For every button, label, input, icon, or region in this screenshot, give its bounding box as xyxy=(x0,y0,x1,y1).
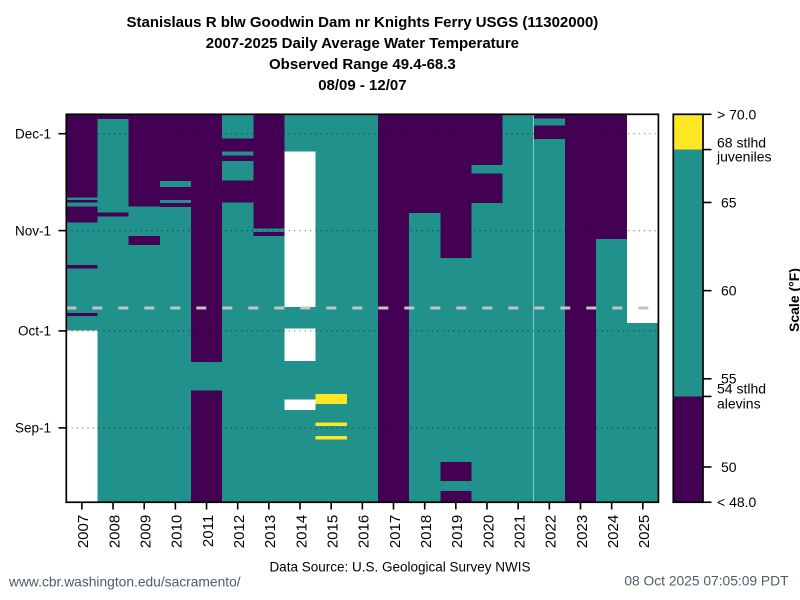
svg-text:www.cbr.washington.edu/sacrame: www.cbr.washington.edu/sacramento/ xyxy=(8,575,241,590)
svg-text:2015: 2015 xyxy=(324,515,341,548)
svg-text:2016: 2016 xyxy=(356,515,373,548)
svg-text:08 Oct 2025 07:05:09 PDT: 08 Oct 2025 07:05:09 PDT xyxy=(624,574,789,589)
svg-text:juveniles: juveniles xyxy=(716,149,771,165)
svg-text:2023: 2023 xyxy=(574,515,591,548)
svg-text:Dec-1: Dec-1 xyxy=(15,127,51,142)
svg-text:2022: 2022 xyxy=(543,515,560,548)
svg-text:2024: 2024 xyxy=(605,515,622,548)
svg-text:< 48.0: < 48.0 xyxy=(717,494,757,510)
svg-text:> 70.0: > 70.0 xyxy=(717,106,757,122)
svg-text:2013: 2013 xyxy=(262,515,279,548)
svg-text:Data Source: U.S. Geological S: Data Source: U.S. Geological Survey NWIS xyxy=(269,560,530,575)
svg-text:2012: 2012 xyxy=(231,515,248,548)
svg-text:2011: 2011 xyxy=(200,515,217,547)
svg-text:65: 65 xyxy=(721,195,737,211)
svg-text:2020: 2020 xyxy=(480,515,497,548)
svg-text:2010: 2010 xyxy=(169,515,186,548)
svg-text:2025: 2025 xyxy=(636,515,653,548)
svg-text:2008: 2008 xyxy=(106,515,123,548)
svg-text:2009: 2009 xyxy=(138,515,155,548)
svg-text:50: 50 xyxy=(721,459,737,475)
svg-text:68 stlhd: 68 stlhd xyxy=(717,135,766,151)
svg-text:Sep-1: Sep-1 xyxy=(15,421,51,436)
svg-text:Oct-1: Oct-1 xyxy=(18,324,51,339)
svg-text:Stanislaus R blw Goodwin Dam n: Stanislaus R blw Goodwin Dam nr Knights … xyxy=(127,14,599,31)
svg-text:60: 60 xyxy=(721,283,737,299)
svg-text:Nov-1: Nov-1 xyxy=(15,223,51,238)
svg-text:2019: 2019 xyxy=(449,515,466,548)
svg-text:55: 55 xyxy=(721,371,737,387)
svg-text:2021: 2021 xyxy=(511,515,528,548)
svg-text:2017: 2017 xyxy=(387,515,404,548)
svg-text:2018: 2018 xyxy=(418,515,435,548)
svg-text:54 stlhd: 54 stlhd xyxy=(717,381,766,397)
svg-text:Scale (°F): Scale (°F) xyxy=(786,268,800,332)
svg-text:2007-2025 Daily Average Water: 2007-2025 Daily Average Water Temperatur… xyxy=(206,35,519,52)
svg-text:2007: 2007 xyxy=(75,515,92,548)
svg-text:08/09 - 12/07: 08/09 - 12/07 xyxy=(318,77,406,94)
svg-text:2014: 2014 xyxy=(293,515,310,548)
svg-text:Observed Range 49.4-68.3: Observed Range 49.4-68.3 xyxy=(269,56,456,73)
svg-text:alevins: alevins xyxy=(717,395,761,411)
